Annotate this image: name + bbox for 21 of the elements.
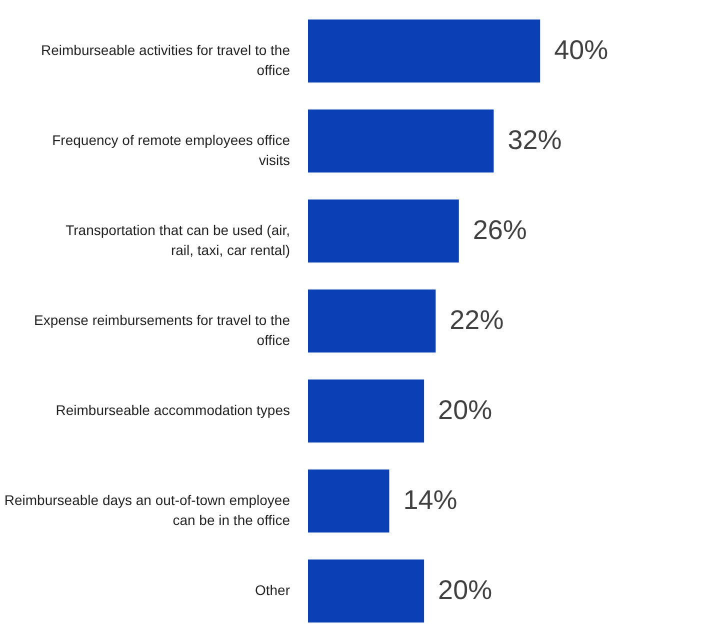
data-label: 26% [472, 215, 527, 245]
bar [308, 20, 540, 82]
y-tick-label: Reimburseable accommodation types [56, 402, 290, 418]
data-label: 40% [554, 35, 608, 65]
bar [308, 560, 424, 622]
bar [308, 110, 494, 172]
data-label: 14% [403, 485, 458, 515]
y-tick-label: Transportation that can be used (air, rail, taxi, car rental) [66, 222, 290, 258]
data-label: 20% [438, 395, 492, 425]
data-label: 20% [438, 575, 492, 605]
y-tick-label: Expense reimbursements for travel to the office [34, 312, 290, 348]
bar [308, 470, 390, 532]
data-label: 22% [450, 305, 504, 335]
y-tick-label: Frequency of remote employees office visits [52, 132, 290, 168]
data-label: 32% [508, 125, 562, 155]
bar [308, 200, 459, 262]
y-tick-label: Reimburseable days an out-of-town employee can be in the office [4, 492, 290, 528]
bar [308, 380, 424, 442]
y-tick-label: Reimburseable activities for travel to the office [41, 42, 290, 78]
y-tick-label: Other [254, 582, 290, 598]
bar [308, 290, 436, 352]
